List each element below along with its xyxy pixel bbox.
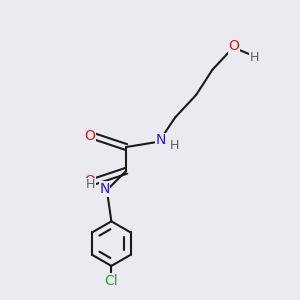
Text: O: O [84,174,95,188]
Text: H: H [86,178,95,191]
Text: H: H [170,139,179,152]
Text: O: O [84,129,95,143]
Text: N: N [156,134,166,148]
Text: O: O [229,39,240,53]
Text: N: N [99,182,110,196]
Text: Cl: Cl [104,274,118,288]
Text: H: H [250,51,259,64]
